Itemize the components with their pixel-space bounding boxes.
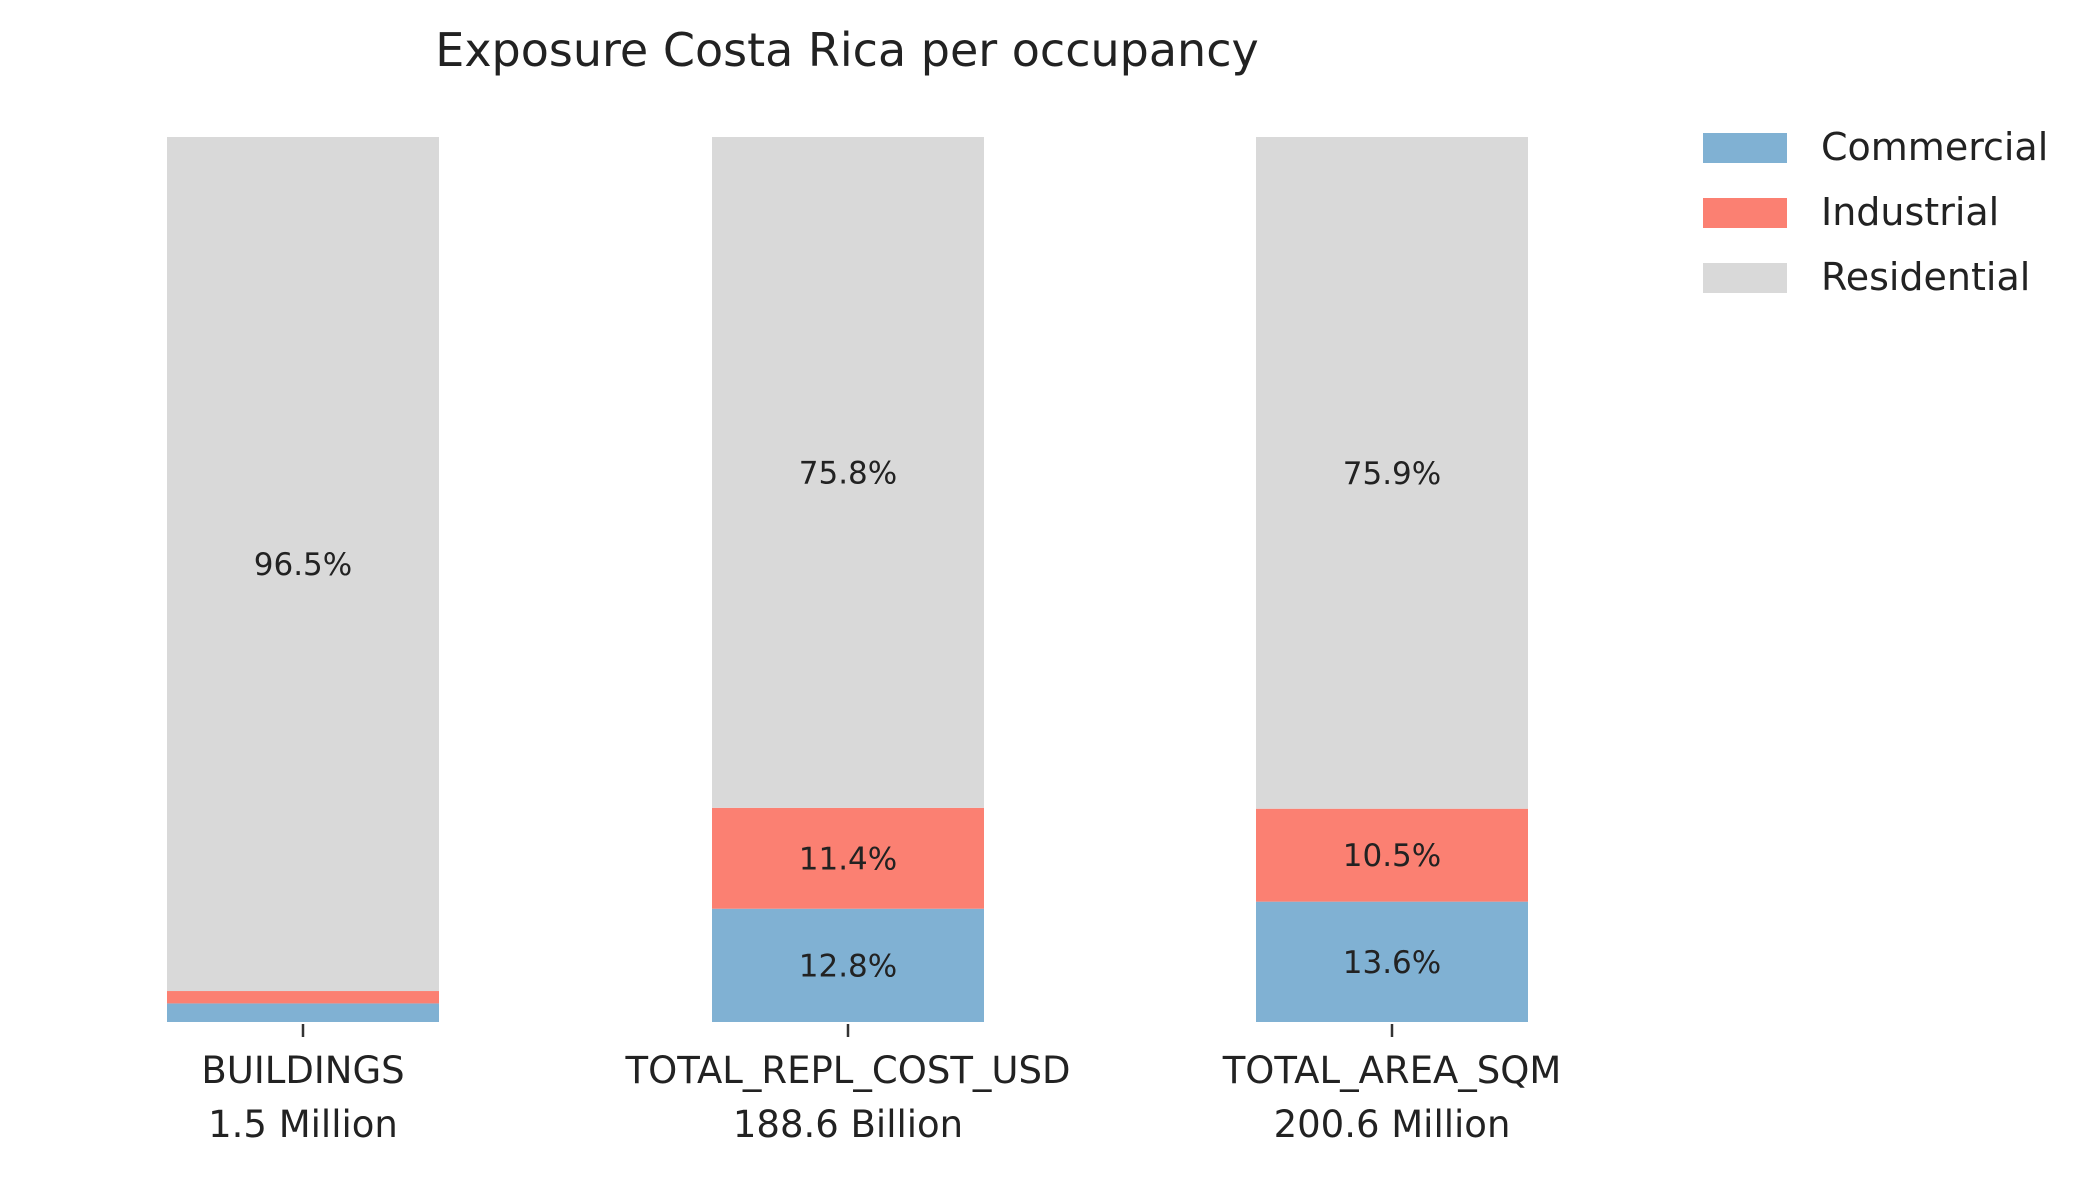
bar-segment-industrial-1 [167, 991, 439, 1004]
legend-swatch-residential [1703, 263, 1787, 293]
chart-title: Exposure Costa Rica per occupancy [435, 23, 1258, 77]
bars-layer [167, 137, 1528, 1022]
data-label-commercial-3: 13.6% [1343, 945, 1441, 981]
x-tick-total-2: 188.6 Billion [733, 1103, 963, 1146]
legend-swatch-industrial [1703, 198, 1787, 228]
data-label-commercial-2: 12.8% [799, 948, 897, 984]
data-label-residential-2: 75.8% [799, 455, 897, 491]
data-label-industrial-3: 10.5% [1343, 838, 1441, 874]
bar-segment-commercial-3 [1256, 901, 1528, 1022]
legend-label-commercial: Commercial [1821, 125, 2048, 169]
legend-label-residential: Residential [1821, 255, 2030, 299]
data-label-industrial-2: 11.4% [799, 841, 897, 877]
bar-segment-residential-1 [167, 137, 439, 992]
legend: Commercial Industrial Residential [1703, 125, 2048, 299]
bar-segment-commercial-1 [167, 1003, 439, 1022]
bar-segment-residential-3 [1256, 137, 1528, 809]
x-tick-label-3: TOTAL_AREA_SQM [1222, 1049, 1562, 1092]
data-labels-layer: 96.5% 12.8% 11.4% 75.8% 13.6% 10.5% 75.9% [254, 455, 1441, 984]
bar-segment-commercial-2 [712, 908, 984, 1022]
legend-label-industrial: Industrial [1821, 190, 1999, 234]
bar-segment-residential-2 [712, 137, 984, 808]
x-tick-total-1: 1.5 Million [208, 1103, 398, 1146]
bar-segment-industrial-2 [712, 807, 984, 909]
bar-segment-industrial-3 [1256, 808, 1528, 902]
x-tick-total-3: 200.6 Million [1274, 1103, 1511, 1146]
data-label-residential-3: 75.9% [1343, 456, 1441, 492]
x-tick-label-1: BUILDINGS [201, 1049, 404, 1092]
x-tick-label-2: TOTAL_REPL_COST_USD [625, 1049, 1071, 1092]
legend-swatch-commercial [1703, 133, 1787, 163]
data-label-residential-1: 96.5% [254, 547, 352, 583]
x-axis: BUILDINGS 1.5 Million TOTAL_REPL_COST_USD 1… [201, 1024, 1561, 1146]
